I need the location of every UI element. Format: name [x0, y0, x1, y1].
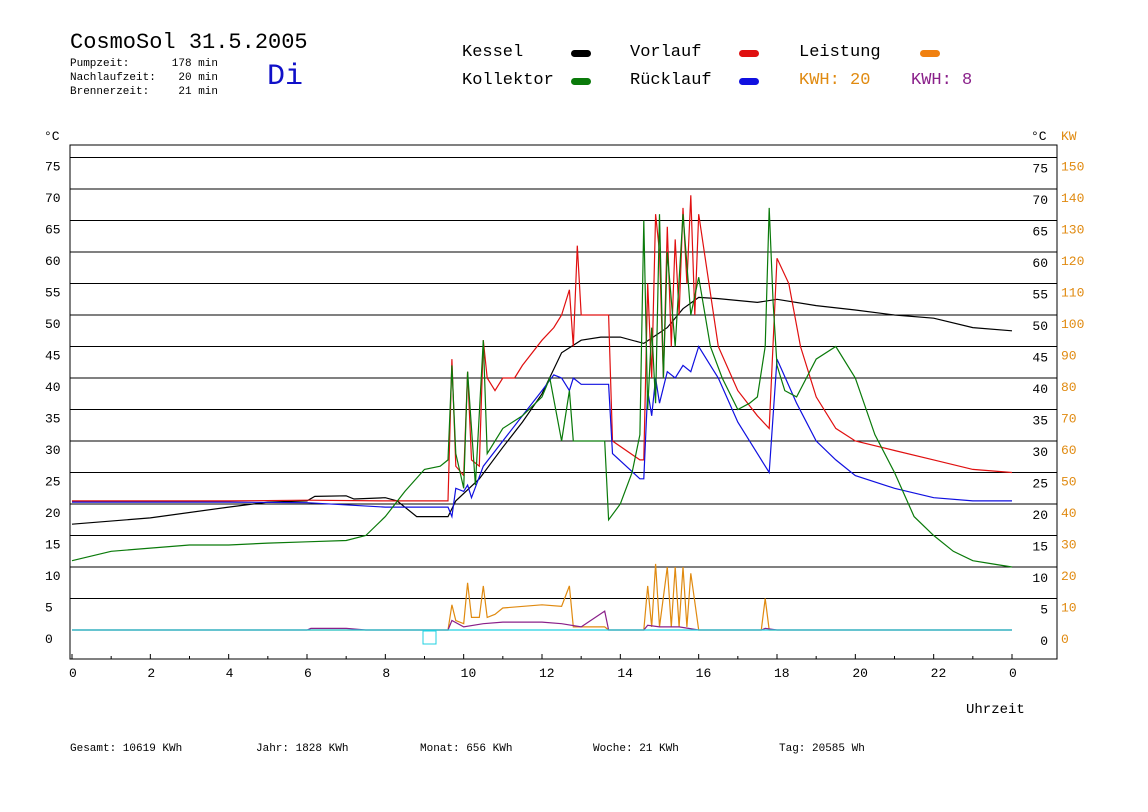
y-tick-right: 65: [1032, 225, 1048, 240]
power-axis-label: KW: [1061, 129, 1077, 144]
y-tick-right: 35: [1032, 414, 1048, 429]
y-tick-left: 30: [45, 443, 61, 458]
power-tick: 0: [1061, 632, 1069, 647]
y-tick-left: 65: [45, 223, 61, 238]
pumpzeit-label: Pumpzeit:: [70, 58, 130, 70]
legend-ruecklauf-swatch: [739, 78, 759, 85]
power-tick: 60: [1061, 443, 1077, 458]
power-tick: 70: [1061, 412, 1077, 427]
x-tick-label: 0: [1009, 666, 1017, 681]
footer-jahr: Jahr: 1828 KWh: [256, 743, 349, 755]
power-tick: 100: [1061, 317, 1084, 332]
y-tick-left: 10: [45, 569, 61, 584]
legend-kollektor-label: Kollektor: [462, 71, 554, 90]
x-tick-label: 8: [382, 666, 390, 681]
y-tick-left: 35: [45, 412, 61, 427]
y-tick-left: 25: [45, 475, 61, 490]
y-tick-right: 25: [1032, 477, 1048, 492]
power-tick: 150: [1061, 160, 1084, 175]
power-tick: 80: [1061, 380, 1077, 395]
y-tick-left: 75: [45, 160, 61, 175]
pumpzeit-value: 178 min: [171, 58, 218, 70]
y-tick-right: 60: [1032, 256, 1048, 271]
y-tick-right: 5: [1040, 603, 1048, 618]
y-tick-left: 45: [45, 349, 61, 364]
series-kessel: [71, 296, 1013, 525]
power-tick: 110: [1061, 286, 1084, 301]
power-tick: 50: [1061, 475, 1077, 490]
y-tick-left: 15: [45, 538, 61, 553]
y-tick-right: 30: [1032, 445, 1048, 460]
legend-vorlauf-swatch: [739, 50, 759, 57]
baseline-marker: [422, 630, 437, 645]
y-tick-right: 45: [1032, 351, 1048, 366]
x-tick-label: 2: [147, 666, 155, 681]
power-tick: 90: [1061, 349, 1077, 364]
power-tick: 120: [1061, 254, 1084, 269]
y-tick-right: 50: [1032, 319, 1048, 334]
x-tick-label: 14: [617, 666, 633, 681]
x-tick-label: 0: [69, 666, 77, 681]
y-tick-left: 60: [45, 254, 61, 269]
y-tick-right: 40: [1032, 382, 1048, 397]
power-tick: 140: [1061, 191, 1084, 206]
footer-gesamt: Gesamt: 10619 KWh: [70, 743, 183, 755]
y-tick-right: 10: [1032, 571, 1048, 586]
legend-ruecklauf-label: Rücklauf: [630, 71, 712, 90]
series-rcklauf: [72, 345, 1012, 519]
y-tick-left: 70: [45, 191, 61, 206]
legend-kwh-brenner: KWH: 8: [911, 71, 973, 90]
y-tick-right: 55: [1032, 288, 1048, 303]
power-tick: 40: [1061, 506, 1077, 521]
weekday-label: Di: [267, 60, 304, 94]
legend-kollektor-swatch: [571, 78, 591, 85]
legend-vorlauf-label: Vorlauf: [630, 43, 702, 62]
x-tick-label: 4: [226, 666, 234, 681]
x-axis-label: Uhrzeit: [966, 702, 1025, 718]
series-leistung: [72, 563, 1012, 631]
legend-leistung-label: Leistung: [799, 43, 881, 62]
plot-frame: [69, 144, 1058, 660]
footer-woche: Woche: 21 KWh: [593, 743, 679, 755]
y-tick-right: 15: [1032, 540, 1048, 555]
footer-monat: Monat: 656 KWh: [420, 743, 513, 755]
y-tick-left: 0: [45, 632, 53, 647]
y-tick-right: 75: [1032, 162, 1048, 177]
brennerzeit-label: Brennerzeit:: [70, 86, 150, 98]
legend-kessel-swatch: [571, 50, 591, 57]
y-tick-left: 5: [45, 601, 53, 616]
power-tick: 130: [1061, 223, 1084, 238]
series-brenner: [72, 610, 1012, 631]
footer-tag: Tag: 20585 Wh: [779, 743, 865, 755]
chart-title: CosmoSol 31.5.2005: [70, 30, 308, 55]
y-tick-left: 20: [45, 506, 61, 521]
x-tick-label: 22: [931, 666, 947, 681]
x-tick-label: 16: [696, 666, 712, 681]
y-tick-left: 50: [45, 317, 61, 332]
y-tick-left: 40: [45, 380, 61, 395]
x-tick-label: 20: [852, 666, 868, 681]
nachlaufzeit-label: Nachlaufzeit:: [70, 72, 156, 84]
x-tick-label: 18: [774, 666, 790, 681]
nachlaufzeit-value: 20 min: [178, 72, 218, 84]
legend-leistung-swatch: [920, 50, 940, 57]
x-tick-label: 10: [461, 666, 477, 681]
power-tick: 20: [1061, 569, 1077, 584]
y-axis-label-left: °C: [44, 129, 60, 144]
x-tick-label: 12: [539, 666, 555, 681]
y-tick-right: 70: [1032, 193, 1048, 208]
x-tick-label: 6: [304, 666, 312, 681]
y-tick-left: 55: [45, 286, 61, 301]
y-axis-label-right: °C: [1031, 129, 1047, 144]
power-tick: 10: [1061, 601, 1077, 616]
series-kollektor: [71, 207, 1013, 568]
legend-kessel-label: Kessel: [462, 43, 524, 62]
y-tick-right: 0: [1040, 634, 1048, 649]
series-vorlauf: [72, 195, 1013, 502]
y-tick-right: 20: [1032, 508, 1048, 523]
legend-kwh-solar: KWH: 20: [799, 71, 871, 90]
power-tick: 30: [1061, 538, 1077, 553]
brennerzeit-value: 21 min: [178, 86, 218, 98]
